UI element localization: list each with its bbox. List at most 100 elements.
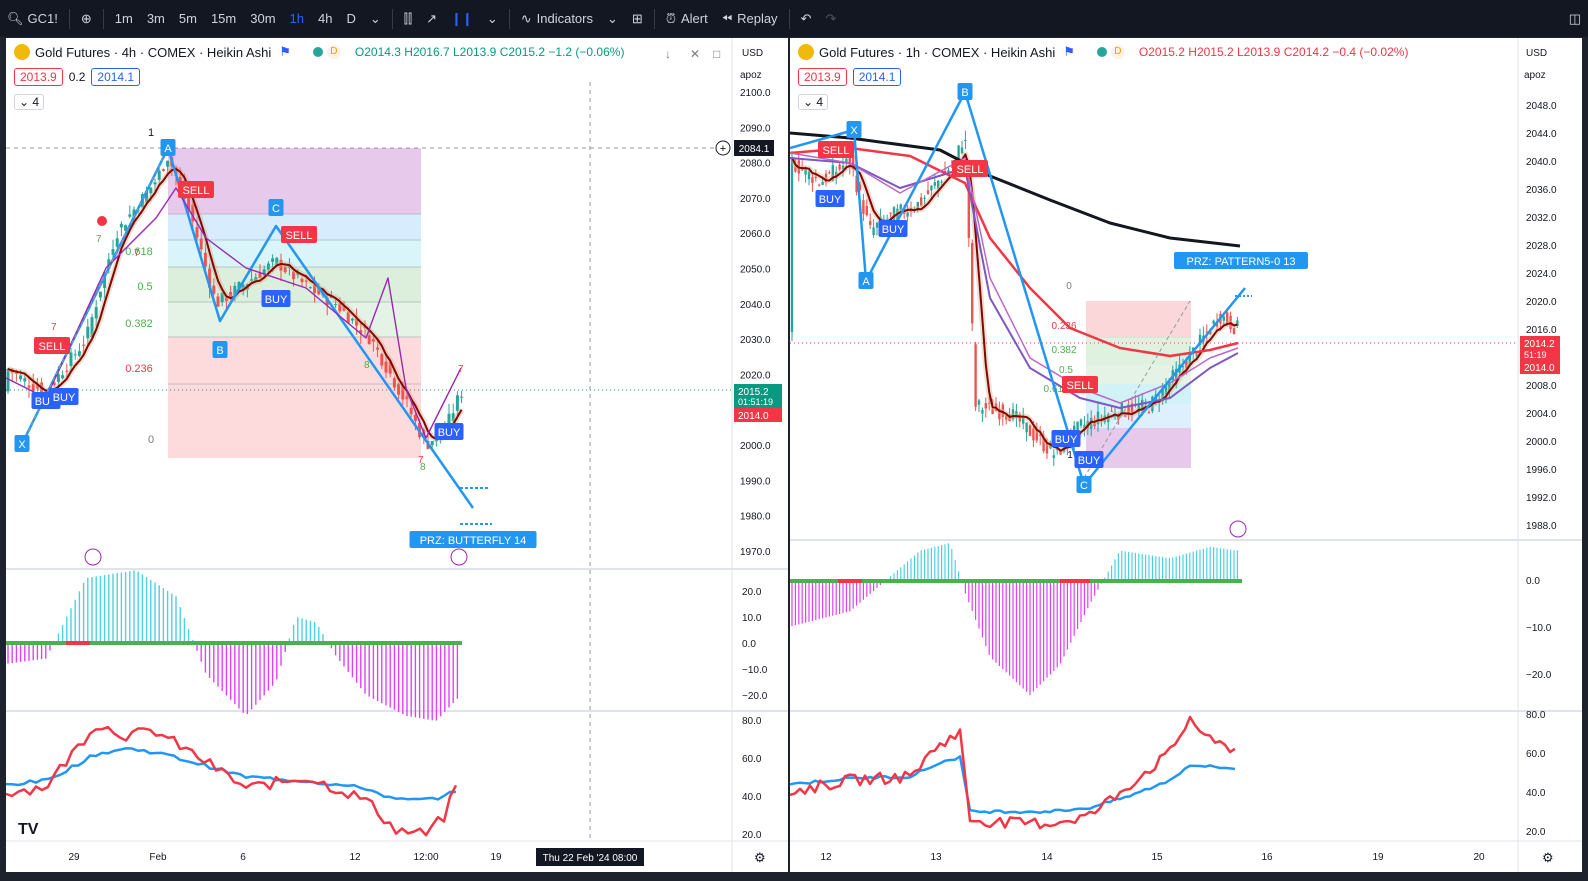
candle-body [1005, 415, 1008, 420]
candle-body [821, 181, 824, 185]
signal-buy: BUY [1078, 455, 1101, 467]
candle-body [258, 273, 262, 278]
signal-sell-bg [1062, 376, 1098, 393]
interval-dropdown-button[interactable]: ⌄ [363, 0, 388, 37]
bar-style-button[interactable]: ⫿⫿ [397, 0, 419, 37]
interval-1m[interactable]: 1m [114, 11, 133, 26]
last-price: 2014.2 [1524, 339, 1555, 350]
arrow-down-icon: ↓ [665, 47, 671, 61]
interval-30m[interactable]: 30m [250, 11, 276, 26]
tradingview-logo-icon: TV [18, 821, 39, 838]
candle-body [977, 400, 981, 405]
add-symbol-button[interactable]: ⊕ [74, 0, 99, 37]
candle-body [6, 368, 10, 392]
time-tick: 6 [240, 852, 246, 863]
candle-body [855, 175, 858, 193]
pattern-point-A: A [164, 143, 172, 155]
pattern-projection-line [6, 187, 462, 439]
candle-type-button[interactable]: ❙❙ [444, 0, 480, 37]
candle-body [254, 277, 258, 282]
harmonic-pattern-line [790, 90, 1246, 487]
flag-icon: ⚑ [1063, 44, 1075, 59]
right-layer-count: 4 [816, 95, 824, 109]
price-tick: 2016.0 [1526, 325, 1557, 336]
candle-body [401, 386, 405, 400]
candle-body [19, 375, 23, 380]
templates-button[interactable]: ⊞ [625, 0, 650, 37]
left-chart-canvas[interactable]: USD apoz 2100.0 2090.0 2080.0 2070.0 2060.0 205… [6, 38, 788, 872]
delayed-badge: D [326, 45, 341, 59]
indicators-button[interactable]: ∿ Indicators [514, 0, 600, 37]
candle-body [153, 182, 157, 185]
candle-body [161, 169, 165, 171]
price-tick: 2060.0 [740, 229, 771, 240]
left-ohlc: O2014.3 H2016.7 L2013.9 C2015.2 −1.2 (−0… [354, 45, 625, 59]
interval-1h[interactable]: 1h [289, 11, 305, 26]
candle-body [145, 190, 149, 203]
last-price: 2015.2 [738, 387, 769, 398]
candle-body [1083, 424, 1086, 430]
top-toolbar: 🔍︎ GC1! ⊕ 1m 3m 5m 15m 30m 1h 4h D ⌄ ⫿⫿ … [0, 0, 1588, 37]
bid-price: 2014.0 [738, 411, 769, 422]
candle-body [447, 413, 451, 426]
fib-zone [168, 302, 421, 337]
time-tick: 12 [349, 852, 361, 863]
signal-buy: BUY [438, 427, 461, 439]
osc-tick: 0.0 [1526, 576, 1540, 587]
candle-body [920, 197, 923, 206]
interval-4h[interactable]: 4h [318, 11, 333, 26]
time-tick: 19 [1372, 852, 1384, 863]
candle-body [338, 303, 342, 312]
bar-count: 7 [51, 322, 57, 333]
candle-body [1032, 428, 1035, 441]
bar-count: 8 [420, 462, 426, 473]
candle-body [1049, 444, 1052, 449]
bar-count: 7 [134, 248, 140, 259]
compare-icon: ↗ [426, 10, 438, 26]
price-tick: 1992.0 [1526, 493, 1557, 504]
candle-body [947, 170, 950, 172]
candle-body [65, 370, 69, 372]
undo-button[interactable]: ↶ [794, 0, 819, 37]
redo-button[interactable]: ↷ [818, 0, 843, 37]
symbol-search[interactable]: 🔍︎ GC1! [0, 0, 65, 37]
interval-d[interactable]: D [346, 11, 356, 26]
right-chart-canvas[interactable]: USDapoz2048.02044.02040.02036.02032.0202… [790, 38, 1582, 872]
candle-body [1124, 415, 1127, 417]
candle-body [1130, 403, 1134, 415]
compare-button[interactable]: ↗ [419, 0, 444, 37]
replay-button[interactable]: ⏪︎ Replay [715, 0, 785, 37]
layout-button[interactable]: ◫ [1562, 0, 1588, 37]
osc-tick: 0.0 [742, 639, 756, 650]
candle-body [790, 157, 794, 333]
interval-5m[interactable]: 5m [178, 11, 197, 26]
alert-button[interactable]: ⏰︎ Alert [659, 0, 715, 37]
right-chart-panel[interactable]: USD apoz 2048.0 2044.0 2040.0 2036.0 2032.0 202… [790, 38, 1582, 872]
time-tick: 14 [1041, 852, 1053, 863]
fib-level-label: 1 [148, 127, 154, 139]
candles-icon: ❙❙ [451, 10, 473, 26]
fib-zone [1086, 301, 1191, 338]
candle-body [271, 258, 275, 262]
signal-sell-bg [818, 141, 854, 158]
time-tick: 19 [490, 852, 502, 863]
candle-body [1015, 410, 1018, 419]
pattern-point-C-bg [1076, 476, 1092, 493]
left-collapse-indicators-button[interactable]: ⌄ 4 [14, 94, 45, 110]
fib-level-label: 0 [148, 434, 154, 446]
gear-icon: ⚙ [1542, 850, 1554, 865]
chart-type-dropdown[interactable]: ⌄ [480, 0, 505, 37]
right-collapse-indicators-button[interactable]: ⌄ 4 [798, 94, 829, 110]
long-ma-line [790, 131, 1241, 248]
interval-3m[interactable]: 3m [146, 11, 165, 26]
candle-body [1011, 409, 1015, 420]
candle-body [119, 223, 123, 228]
candle-body [1188, 353, 1191, 366]
interval-15m[interactable]: 15m [210, 11, 237, 26]
candle-body [1147, 412, 1151, 414]
indicators-dropdown[interactable]: ⌄ [600, 0, 625, 37]
time-tick: Feb [149, 852, 167, 863]
price-tick: 2024.0 [1526, 269, 1557, 280]
rsi-tick: 20.0 [742, 830, 762, 841]
left-chart-panel[interactable]: USD apoz 2100.0 2090.0 2080.0 2070.0 2060.0 205… [6, 38, 788, 872]
